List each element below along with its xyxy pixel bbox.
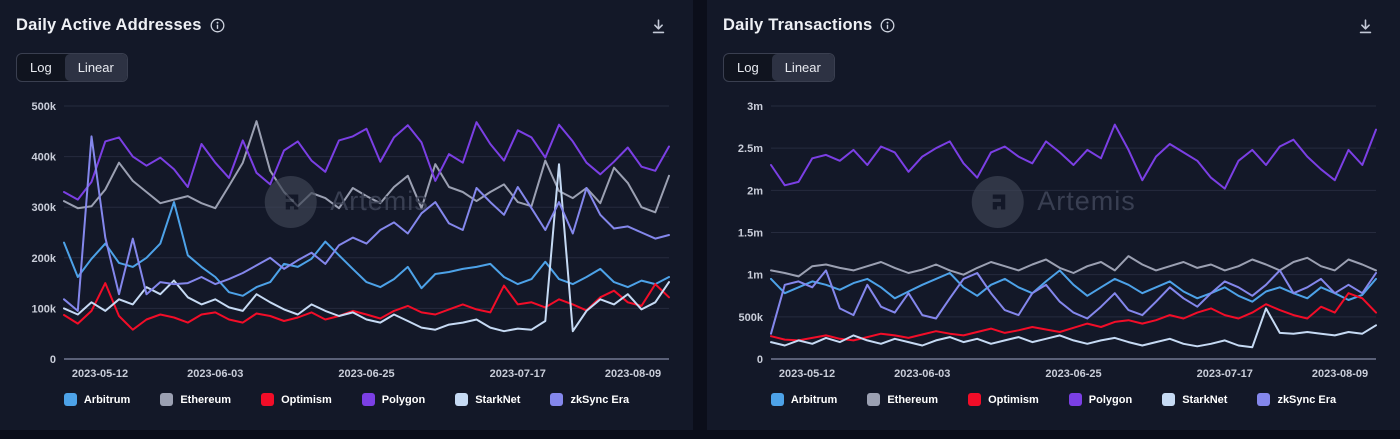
info-icon-glyph <box>880 18 895 33</box>
legend-swatch-polygon-icon <box>361 393 375 406</box>
log-toggle-button[interactable]: Log <box>17 54 65 81</box>
y-tick-label: 500k <box>739 312 764 324</box>
x-tick-label: 2023-08-09 <box>1312 368 1368 380</box>
x-tick-label: 2023-05-12 <box>779 368 835 380</box>
legend-swatch-ethereum-icon <box>160 393 174 406</box>
page-title: Daily Transactions <box>723 16 873 34</box>
y-tick-label: 200k <box>32 253 57 265</box>
legend: Arbitrum Ethereum Optimism Polygon StarkNet z… <box>723 393 1384 406</box>
x-tick-label: 2023-06-25 <box>338 368 394 380</box>
series-line-optimism <box>770 292 1377 342</box>
chart-svg: 0 500k 1m 1.5m 2m 2.5m 3m 2023-05-12 2023-06-03 2… <box>738 101 1377 380</box>
series-line-polygon <box>770 123 1377 190</box>
scale-toggle: Log Linear <box>16 53 128 82</box>
legend-item-zksync-era[interactable]: zkSync Era <box>550 393 629 406</box>
legend-label: Arbitrum <box>83 393 131 406</box>
legend-swatch-arbitrum-icon <box>770 393 784 406</box>
legend: Arbitrum Ethereum Optimism Polygon StarkNet z… <box>16 393 677 406</box>
legend-label: Ethereum <box>180 393 232 406</box>
y-tick-label: 3m <box>747 101 763 113</box>
linear-toggle-button[interactable]: Linear <box>64 54 127 81</box>
y-tick-label: 0 <box>50 354 56 366</box>
series-line-starknet <box>770 307 1377 349</box>
legend-swatch-starknet-icon <box>1162 393 1176 406</box>
page-title: Daily Active Addresses <box>16 16 202 34</box>
y-tick-label: 1m <box>747 270 763 282</box>
legend-label: Optimism <box>281 393 332 406</box>
legend-swatch-optimism-icon <box>261 393 275 406</box>
legend-swatch-zksync-era-icon <box>1257 393 1271 406</box>
log-toggle-button[interactable]: Log <box>724 54 772 81</box>
x-tick-label: 2023-07-17 <box>1197 368 1253 380</box>
legend-label: Ethereum <box>887 393 939 406</box>
series-line-zksync-era <box>770 269 1377 335</box>
y-tick-label: 1.5m <box>738 228 763 240</box>
legend-swatch-zksync-era-icon <box>550 393 564 406</box>
legend-label: Optimism <box>988 393 1039 406</box>
legend-label: Polygon <box>381 393 426 406</box>
panel-header: Daily Transactions <box>723 16 1384 40</box>
panel-header: Daily Active Addresses <box>16 16 677 40</box>
y-tick-label: 2.5m <box>738 143 763 155</box>
series-line-polygon <box>63 121 670 201</box>
x-tick-label: 2023-06-03 <box>894 368 950 380</box>
series-line-starknet <box>63 163 670 333</box>
chart-svg: 0 100k 200k 300k 400k 500k 2023-05-12 2023-06-0… <box>32 101 670 380</box>
series-line-ethereum <box>770 255 1377 278</box>
legend-label: zkSync Era <box>1277 393 1337 406</box>
info-icon[interactable] <box>210 18 225 33</box>
legend-swatch-arbitrum-icon <box>63 393 77 406</box>
legend-label: StarkNet <box>475 393 521 406</box>
legend-swatch-optimism-icon <box>968 393 982 406</box>
x-tick-label: 2023-07-17 <box>490 368 546 380</box>
legend-swatch-polygon-icon <box>1068 393 1082 406</box>
legend-item-ethereum[interactable]: Ethereum <box>160 393 231 406</box>
legend-item-starknet[interactable]: StarkNet <box>1162 393 1227 406</box>
legend-item-optimism[interactable]: Optimism <box>968 393 1039 406</box>
x-tick-label: 2023-06-25 <box>1045 368 1101 380</box>
panel-daily-active-addresses: Daily Active Addresses Log Linear <box>0 0 693 430</box>
y-tick-label: 500k <box>32 101 57 113</box>
series-line-optimism <box>63 282 670 331</box>
legend-label: StarkNet <box>1182 393 1228 406</box>
legend-swatch-ethereum-icon <box>867 393 881 406</box>
legend-item-optimism[interactable]: Optimism <box>261 393 332 406</box>
legend-item-arbitrum[interactable]: Arbitrum <box>63 393 131 406</box>
series-line-zksync-era <box>63 135 670 312</box>
chart-daily-transactions[interactable]: 0 500k 1m 1.5m 2m 2.5m 3m 2023-05-12 2023-06-03 2… <box>723 94 1384 385</box>
legend-item-polygon[interactable]: Polygon <box>361 393 426 406</box>
y-tick-label: 400k <box>32 152 57 164</box>
download-icon-glyph <box>1359 19 1372 34</box>
x-tick-label: 2023-08-09 <box>605 368 661 380</box>
legend-label: Polygon <box>1088 393 1133 406</box>
y-tick-label: 0 <box>757 354 763 366</box>
linear-toggle-button[interactable]: Linear <box>771 54 834 81</box>
info-icon[interactable] <box>880 18 895 33</box>
y-tick-label: 100k <box>32 303 57 315</box>
legend-item-starknet[interactable]: StarkNet <box>455 393 520 406</box>
download-icon[interactable] <box>1355 16 1376 40</box>
download-icon-glyph <box>652 19 665 34</box>
legend-item-arbitrum[interactable]: Arbitrum <box>770 393 838 406</box>
legend-item-polygon[interactable]: Polygon <box>1068 393 1133 406</box>
scale-toggle: Log Linear <box>723 53 835 82</box>
legend-label: zkSync Era <box>570 393 630 406</box>
panel-daily-transactions: Daily Transactions Log Linear <box>707 0 1400 430</box>
legend-item-ethereum[interactable]: Ethereum <box>867 393 938 406</box>
legend-item-zksync-era[interactable]: zkSync Era <box>1257 393 1336 406</box>
y-tick-label: 2m <box>747 185 763 197</box>
x-tick-label: 2023-06-03 <box>187 368 243 380</box>
x-tick-label: 2023-05-12 <box>72 368 128 380</box>
series-line-ethereum <box>63 120 670 214</box>
y-tick-label: 300k <box>32 202 57 214</box>
legend-swatch-starknet-icon <box>455 393 469 406</box>
download-icon[interactable] <box>648 16 669 40</box>
chart-daily-active-addresses[interactable]: 0 100k 200k 300k 400k 500k 2023-05-12 2023-06-0… <box>16 94 677 385</box>
series-line-arbitrum <box>770 269 1377 303</box>
legend-label: Arbitrum <box>790 393 838 406</box>
info-icon-glyph <box>210 18 225 33</box>
